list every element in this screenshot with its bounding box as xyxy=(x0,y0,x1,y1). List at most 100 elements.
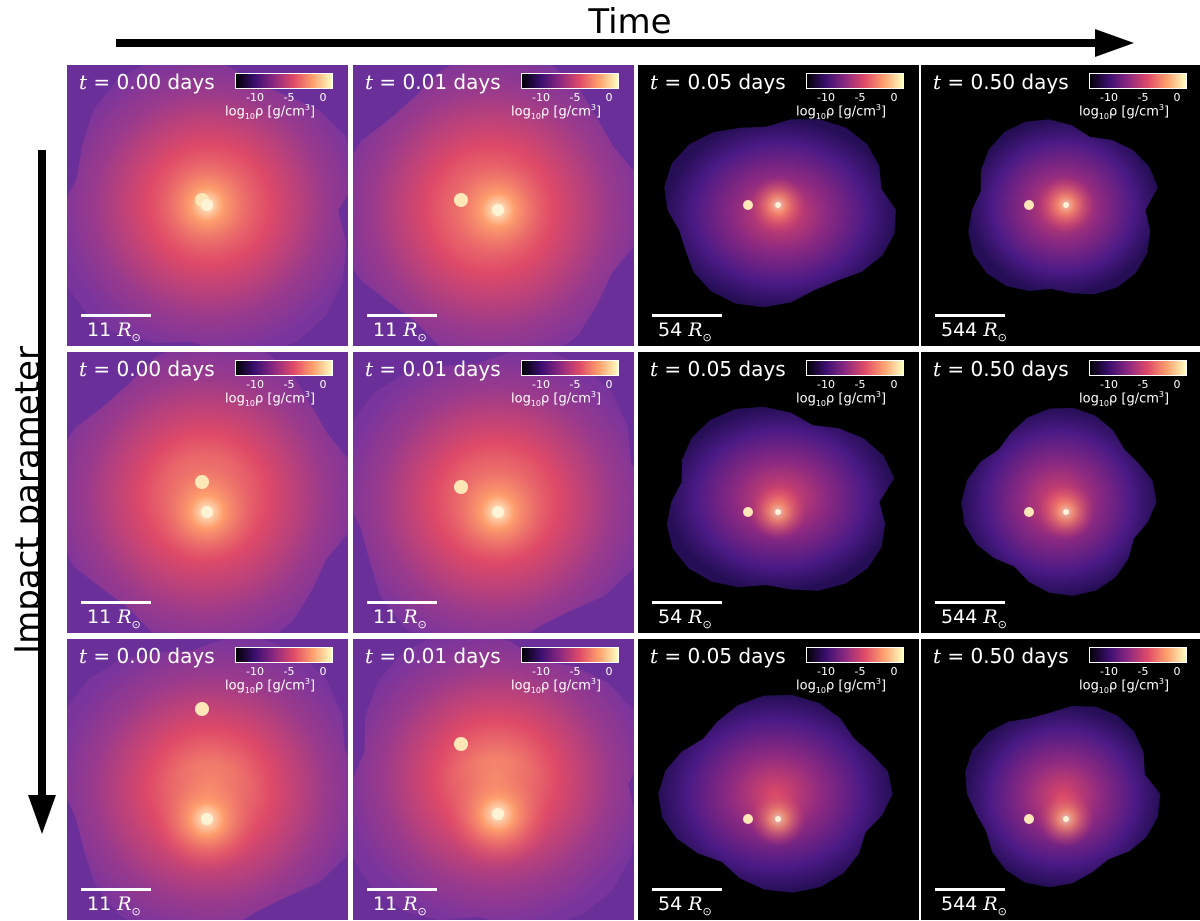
colorbar-ticks: -10 -5 0 xyxy=(235,378,333,391)
colorbar-tick-label: 0 xyxy=(605,91,613,104)
colorbar-tick-label: 0 xyxy=(605,378,613,391)
time-label: t = 0.01 days xyxy=(365,644,501,668)
colorbar xyxy=(1089,647,1187,663)
density-panel: t = 0.05 days -10 -5 0 log10ρ [g/cm3] 54 R⊙ xyxy=(638,352,919,633)
colorbar xyxy=(806,647,904,663)
colorbar-tick-label: 0 xyxy=(1173,378,1181,391)
colorbar-tick-label: 0 xyxy=(319,91,327,104)
colorbar-label: log10ρ [g/cm3] xyxy=(511,103,602,121)
scale-bar xyxy=(367,601,437,604)
density-panel: t = 0.01 days -10 -5 0 log10ρ [g/cm3] 11 R⊙ xyxy=(353,65,634,346)
density-map-image xyxy=(67,352,348,633)
colorbar-label: log10ρ [g/cm3] xyxy=(796,677,887,695)
colorbar-label: log10ρ [g/cm3] xyxy=(1079,677,1170,695)
colorbar xyxy=(806,360,904,376)
colorbar-tick-label: 0 xyxy=(319,665,327,678)
colorbar-tick-label: -5 xyxy=(854,91,866,104)
scale-bar xyxy=(935,888,1005,891)
colorbar-tick-label: -10 xyxy=(817,378,835,391)
colorbar-tick-label: -10 xyxy=(1100,378,1118,391)
colorbar-ticks: -10 -5 0 xyxy=(235,91,333,104)
colorbar-label: log10ρ [g/cm3] xyxy=(796,390,887,408)
colorbar-tick-label: 0 xyxy=(605,665,613,678)
colorbar xyxy=(521,73,619,89)
colorbar-tick-label: -5 xyxy=(854,665,866,678)
colorbar-ticks: -10 -5 0 xyxy=(521,91,619,104)
density-map-image xyxy=(638,639,919,920)
scale-bar-label: 544 R⊙ xyxy=(941,606,1007,631)
time-label: t = 0.05 days xyxy=(650,644,786,668)
time-label: t = 0.01 days xyxy=(365,70,501,94)
colorbar-label: log10ρ [g/cm3] xyxy=(225,677,316,695)
density-map-image xyxy=(921,639,1200,920)
density-panel: t = 0.00 days -10 -5 0 log10ρ [g/cm3] 11 R⊙ xyxy=(67,65,348,346)
colorbar xyxy=(235,73,333,89)
colorbar-tick-label: -10 xyxy=(246,665,264,678)
density-panel: t = 0.00 days -10 -5 0 log10ρ [g/cm3] 11 R⊙ xyxy=(67,639,348,920)
colorbar-tick-label: 0 xyxy=(890,378,898,391)
scale-bar xyxy=(935,601,1005,604)
scale-bar-label: 11 R⊙ xyxy=(87,893,141,918)
colorbar-label: log10ρ [g/cm3] xyxy=(225,103,316,121)
colorbar-tick-label: -10 xyxy=(532,91,550,104)
colorbar-tick-label: -5 xyxy=(1137,665,1149,678)
scale-bar xyxy=(935,314,1005,317)
density-panel: t = 0.05 days -10 -5 0 log10ρ [g/cm3] 54 R⊙ xyxy=(638,639,919,920)
colorbar-tick-label: -10 xyxy=(817,91,835,104)
colorbar-ticks: -10 -5 0 xyxy=(521,665,619,678)
scale-bar xyxy=(81,314,151,317)
time-arrow xyxy=(116,29,1134,57)
colorbar xyxy=(235,360,333,376)
scale-bar-label: 11 R⊙ xyxy=(373,606,427,631)
colorbar-tick-label: 0 xyxy=(890,91,898,104)
colorbar-tick-label: -5 xyxy=(569,665,581,678)
density-map-image xyxy=(638,65,919,346)
colorbar-ticks: -10 -5 0 xyxy=(1089,378,1187,391)
colorbar-tick-label: -10 xyxy=(532,665,550,678)
density-panel: t = 0.00 days -10 -5 0 log10ρ [g/cm3] 11 R⊙ xyxy=(67,352,348,633)
density-map-image xyxy=(921,65,1200,346)
time-label: t = 0.50 days xyxy=(933,644,1069,668)
scale-bar-label: 54 R⊙ xyxy=(658,893,712,918)
density-panel: t = 0.01 days -10 -5 0 log10ρ [g/cm3] 11 R⊙ xyxy=(353,352,634,633)
colorbar-ticks: -10 -5 0 xyxy=(1089,665,1187,678)
scale-bar-label: 11 R⊙ xyxy=(373,319,427,344)
colorbar-tick-label: -5 xyxy=(1137,91,1149,104)
colorbar-tick-label: -5 xyxy=(283,665,295,678)
time-label: t = 0.00 days xyxy=(79,357,215,381)
scale-bar-label: 11 R⊙ xyxy=(87,319,141,344)
scale-bar-label: 54 R⊙ xyxy=(658,606,712,631)
time-label: t = 0.50 days xyxy=(933,70,1069,94)
colorbar-label: log10ρ [g/cm3] xyxy=(1079,103,1170,121)
scale-bar xyxy=(652,314,722,317)
colorbar-tick-label: 0 xyxy=(319,378,327,391)
colorbar-ticks: -10 -5 0 xyxy=(806,665,904,678)
scale-bar xyxy=(367,888,437,891)
colorbar-ticks: -10 -5 0 xyxy=(1089,91,1187,104)
density-panel: t = 0.50 days -10 -5 0 log10ρ [g/cm3] 544 R⊙ xyxy=(921,352,1200,633)
density-panel: t = 0.01 days -10 -5 0 log10ρ [g/cm3] 11 R⊙ xyxy=(353,639,634,920)
scale-bar xyxy=(367,314,437,317)
colorbar-label: log10ρ [g/cm3] xyxy=(511,390,602,408)
colorbar-tick-label: -5 xyxy=(283,378,295,391)
density-map-image xyxy=(353,65,634,346)
colorbar-ticks: -10 -5 0 xyxy=(235,665,333,678)
colorbar xyxy=(806,73,904,89)
time-label: t = 0.00 days xyxy=(79,644,215,668)
scale-bar xyxy=(81,601,151,604)
scale-bar-label: 11 R⊙ xyxy=(373,893,427,918)
density-map-image xyxy=(353,639,634,920)
density-panel: t = 0.50 days -10 -5 0 log10ρ [g/cm3] 544 R⊙ xyxy=(921,65,1200,346)
colorbar-label: log10ρ [g/cm3] xyxy=(1079,390,1170,408)
time-axis-label: Time xyxy=(588,2,672,42)
colorbar xyxy=(1089,73,1187,89)
scale-bar xyxy=(652,601,722,604)
scale-bar xyxy=(81,888,151,891)
colorbar-tick-label: -5 xyxy=(569,378,581,391)
time-label: t = 0.05 days xyxy=(650,70,786,94)
colorbar-tick-label: -5 xyxy=(1137,378,1149,391)
density-map-image xyxy=(67,639,348,920)
colorbar-tick-label: 0 xyxy=(1173,665,1181,678)
colorbar-tick-label: -10 xyxy=(246,378,264,391)
colorbar-ticks: -10 -5 0 xyxy=(521,378,619,391)
